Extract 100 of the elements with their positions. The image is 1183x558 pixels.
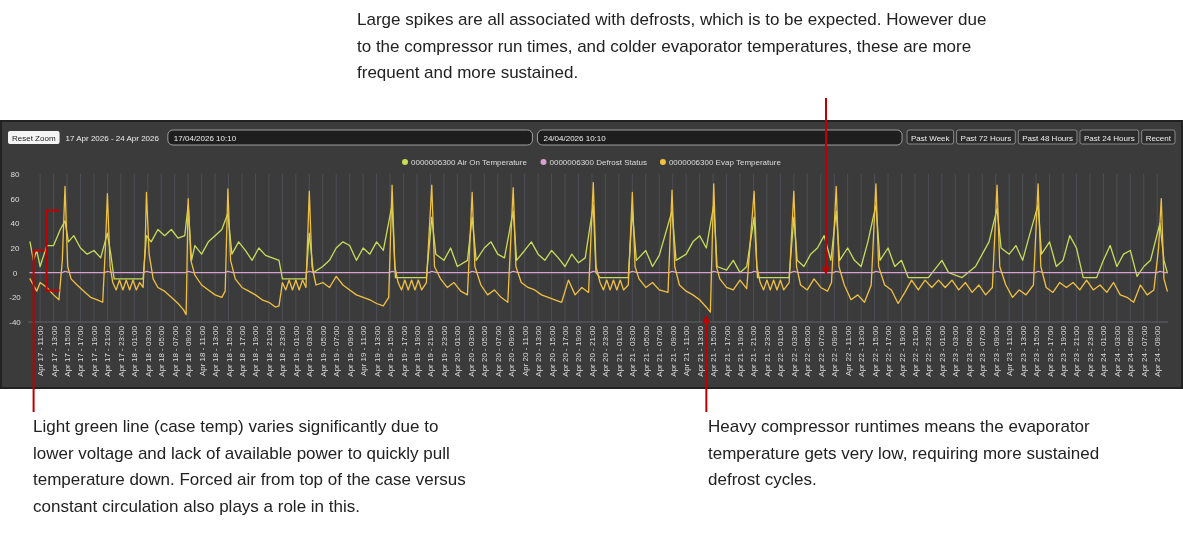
x-tick-label: Apr 19 - 15:00 [386, 325, 396, 377]
text: Past 72 Hours [960, 133, 1012, 143]
text: Heavy compressor runtimes means the evaporator temperature gets very low, requiring more sustained defrost cycles. [708, 417, 1100, 489]
x-tick-label: Apr 19 - 19:00 [412, 325, 422, 377]
x-tick-label: Apr 17 - 13:00 [49, 325, 59, 377]
x-tick-label: Apr 24 - 07:00 [1139, 325, 1149, 377]
x-tick-label: Apr 20 - 07:00 [493, 325, 503, 377]
x-tick-label: Apr 20 - 01:00 [453, 325, 463, 377]
y-tick-label: 0 [12, 268, 18, 278]
x-tick-label: Apr 21 - 11:00 [682, 325, 692, 377]
x-tick-label: Apr 18 - 23:00 [278, 325, 288, 377]
text: 24/04/2026 10:10 [543, 134, 607, 143]
x-tick-label: Apr 21 - 01:00 [614, 325, 624, 377]
x-tick-label: Apr 18 - 03:00 [143, 325, 153, 377]
x-tick-label: Apr 23 - 23:00 [1085, 325, 1095, 377]
line-series [29, 181, 1168, 316]
x-tick-label: Apr 22 - 09:00 [830, 325, 840, 377]
x-tick-label: Apr 19 - 05:00 [318, 325, 328, 377]
x-tick-label: Apr 22 - 11:00 [843, 325, 853, 377]
x-tick-label: Apr 20 - 19:00 [574, 325, 584, 377]
legend-label: 0000006300 Evap Temperature [668, 158, 782, 167]
x-tick-label: Apr 18 - 05:00 [157, 325, 167, 377]
x-tick-label: Apr 24 - 05:00 [1126, 325, 1136, 377]
x-tick-label: Apr 23 - 05:00 [964, 325, 974, 377]
x-tick-label: Apr 21 - 05:00 [641, 325, 651, 377]
x-tick-label: Apr 18 - 21:00 [264, 325, 274, 377]
x-tick-label: Apr 23 - 01:00 [937, 325, 947, 377]
x-tick-label: Apr 17 - 17:00 [76, 325, 86, 377]
x-tick-label: Apr 20 - 23:00 [601, 325, 611, 377]
text: Reset Zoom [12, 133, 56, 143]
x-tick-label: Apr 22 - 03:00 [789, 325, 799, 377]
x-tick-label: Apr 18 - 17:00 [238, 325, 247, 377]
x-tick-label: Apr 18 - 01:00 [130, 325, 140, 377]
x-tick-label: Apr 20 - 13:00 [534, 325, 544, 377]
text: Past 24 Hours [1083, 133, 1135, 143]
legend-label: 0000006300 Air On Temperature [411, 158, 528, 167]
x-tick-label: Apr 19 - 03:00 [305, 325, 315, 377]
x-tick-label: Apr 23 - 21:00 [1072, 325, 1082, 377]
x-tick-label: Apr 19 - 01:00 [291, 325, 301, 377]
x-tick-label: Apr 17 - 21:00 [103, 325, 113, 377]
x-tick-label: Apr 21 - 07:00 [655, 325, 665, 377]
x-tick-label: Apr 18 - 11:00 [197, 325, 207, 377]
x-tick-label: Apr 22 - 19:00 [897, 325, 907, 377]
x-tick-label: Apr 23 - 19:00 [1059, 325, 1069, 377]
x-tick-label: Apr 21 - 17:00 [722, 325, 732, 377]
text: Recent [1145, 133, 1172, 143]
y-tick-label: 80 [10, 170, 20, 179]
x-tick-label: Apr 17 - 23:00 [116, 325, 126, 377]
x-tick-label: Apr 19 - 13:00 [372, 325, 382, 377]
text: Large spikes are all associated with defrosts, which is to be expected. However due to the compressor run times, and colder evaporator temperatures, these are more frequent and more sustained. [357, 10, 987, 82]
y-tick-label: 60 [10, 194, 20, 204]
x-tick-label: Apr 18 - 07:00 [170, 325, 180, 377]
x-tick-label: Apr 21 - 19:00 [736, 325, 745, 377]
x-tick-label: Apr 19 - 23:00 [439, 325, 449, 377]
x-tick-label: Apr 21 - 13:00 [695, 325, 705, 377]
x-tick-label: Apr 19 - 07:00 [332, 325, 342, 377]
x-tick-label: Apr 18 - 13:00 [211, 325, 221, 377]
x-tick-label: Apr 23 - 17:00 [1045, 325, 1055, 377]
x-tick-label: Apr 23 - 07:00 [978, 325, 988, 377]
x-tick-label: Apr 23 - 15:00 [1032, 325, 1042, 377]
x-tick-label: Apr 22 - 01:00 [776, 325, 786, 377]
y-tick-label: -40 [9, 318, 22, 327]
x-tick-label: Apr 21 - 15:00 [709, 325, 719, 377]
x-tick-label: Apr 19 - 21:00 [426, 325, 436, 377]
x-tick-label: Apr 21 - 09:00 [668, 325, 678, 377]
x-tick-label: Apr 19 - 09:00 [345, 325, 355, 377]
x-tick-label: Apr 19 - 11:00 [359, 325, 369, 377]
x-tick-label: Apr 17 - 11:00 [36, 325, 46, 377]
y-tick-label: 20 [10, 244, 20, 253]
x-tick-label: Apr 24 - 03:00 [1112, 325, 1122, 377]
x-tick-label: Apr 22 - 17:00 [884, 325, 894, 377]
text: Past Week [911, 133, 951, 143]
x-tick-label: Apr 23 - 11:00 [1005, 325, 1015, 377]
x-tick-label: Apr 21 - 03:00 [628, 325, 638, 377]
x-tick-label: Apr 23 - 13:00 [1018, 325, 1028, 377]
x-tick-label: Apr 22 - 23:00 [924, 325, 934, 377]
x-tick-label: Apr 20 - 11:00 [520, 325, 530, 377]
x-tick-label: Apr 20 - 05:00 [480, 325, 490, 377]
x-tick-label: Apr 23 - 09:00 [991, 325, 1001, 377]
x-tick-label: Apr 22 - 15:00 [870, 325, 880, 377]
annotation: Light green line (case temp) varies significantly due to lower voltage and lack of available power to quickly pull temperature down. Forced air from top of the case versus constant circulation also plays a role in this. [33, 417, 466, 516]
x-tick-label: Apr 19 - 17:00 [399, 325, 409, 377]
x-tick-label: Apr 24 - 01:00 [1099, 325, 1109, 377]
x-tick-label: Apr 22 - 05:00 [803, 325, 813, 377]
x-tick-label: Apr 22 - 21:00 [910, 325, 920, 377]
text: Past 48 Hours [1022, 133, 1073, 143]
x-tick-label: Apr 21 - 23:00 [762, 325, 772, 377]
x-tick-label: Apr 18 - 09:00 [184, 325, 194, 377]
x-tick-label: Apr 17 - 19:00 [89, 325, 99, 377]
x-tick-label: Apr 20 - 15:00 [547, 325, 557, 377]
y-tick-label: 40 [10, 219, 20, 229]
x-tick-label: Apr 20 - 21:00 [587, 325, 597, 377]
text: 17/04/2026 10:10 [173, 134, 237, 143]
legend-label: 0000006300 Defrost Status [549, 158, 647, 167]
x-tick-label: Apr 22 - 07:00 [816, 325, 826, 377]
x-tick-label: Apr 18 - 15:00 [224, 325, 234, 377]
text: 17 Apr 2026 - 24 Apr 2026 [65, 134, 160, 143]
x-tick-label: Apr 23 - 03:00 [951, 325, 961, 377]
x-tick-label: Apr 21 - 21:00 [749, 325, 759, 377]
x-tick-label: Apr 20 - 09:00 [507, 325, 517, 377]
